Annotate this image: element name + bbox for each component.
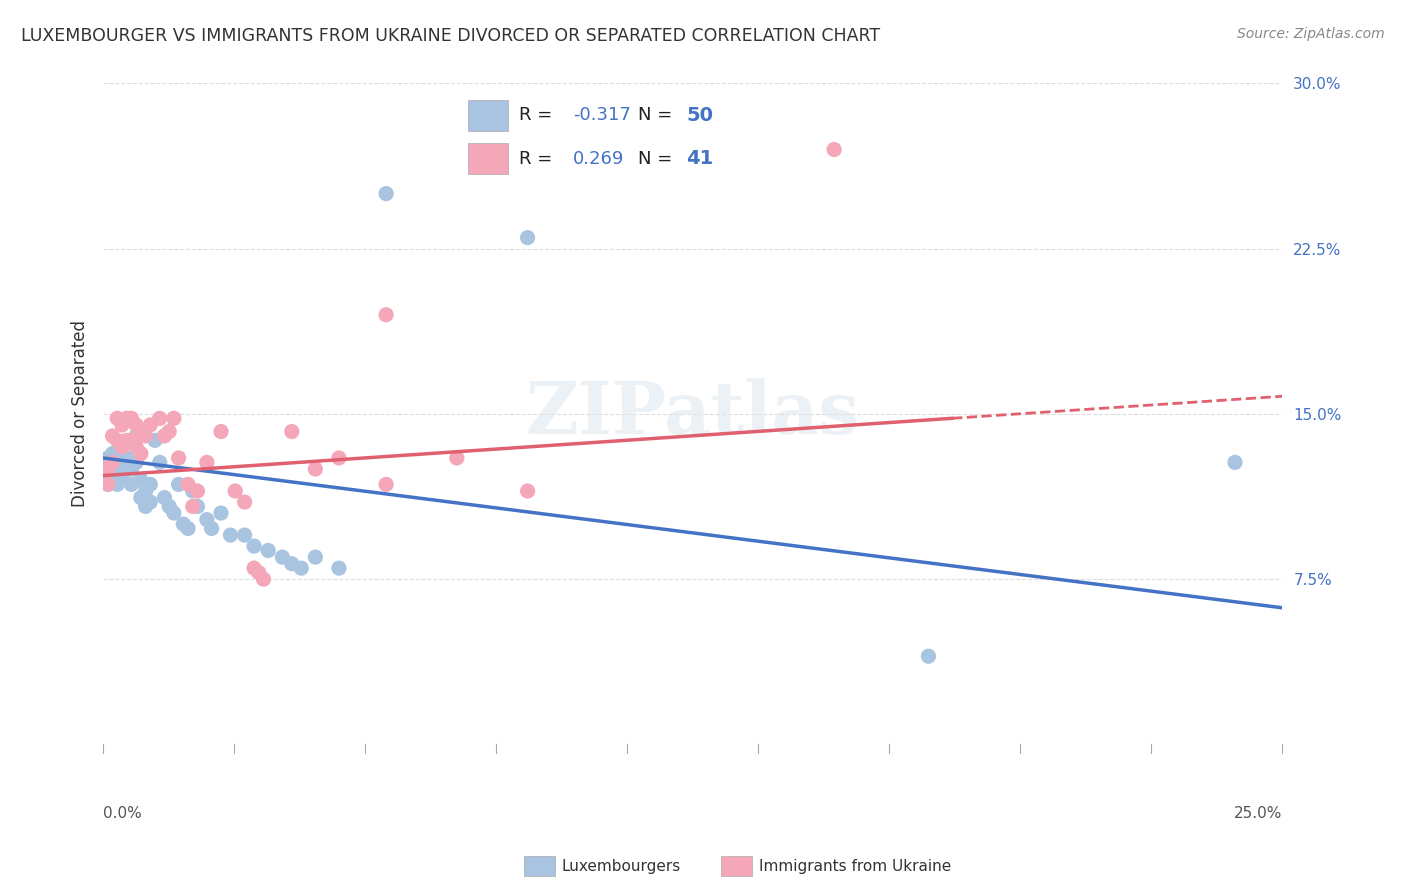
Point [111,417,134,432]
Point [328,561,350,575]
Point [101,429,124,443]
Point [101,455,124,469]
Text: ZIPatlas: ZIPatlas [526,378,859,450]
Point [200,521,222,535]
Point [157,425,180,439]
Point [181,500,204,514]
Point [125,440,148,454]
Point [157,500,180,514]
Point [243,561,266,575]
Point [105,434,128,448]
Point [224,483,246,498]
Point [101,455,124,469]
Point [209,506,232,520]
Point [167,450,190,465]
Point [129,491,152,505]
Point [101,468,124,483]
Point [139,417,162,432]
Point [120,462,142,476]
Point [177,477,200,491]
Point [149,411,172,425]
Point [120,411,142,425]
Text: 25.0%: 25.0% [1234,806,1282,821]
Point [97,462,120,476]
Point [115,434,138,448]
Point [97,477,120,491]
Point [115,462,138,476]
Point [111,468,134,483]
Point [125,429,148,443]
Point [186,500,208,514]
Point [516,230,538,244]
Point [135,500,157,514]
Point [97,468,120,483]
Point [153,429,176,443]
Point [375,477,398,491]
Point [105,477,128,491]
Point [97,477,120,491]
Point [247,566,270,580]
Point [105,462,128,476]
Point [1223,455,1246,469]
Point [195,455,218,469]
Text: 0.0%: 0.0% [103,806,142,821]
Point [375,186,398,201]
Point [186,483,208,498]
Text: Immigrants from Ukraine: Immigrants from Ukraine [759,859,950,873]
Point [446,450,468,465]
Point [120,434,142,448]
Point [209,425,232,439]
Point [219,528,242,542]
Point [143,434,166,448]
Point [111,455,134,469]
Point [97,450,120,465]
Text: Source: ZipAtlas.com: Source: ZipAtlas.com [1237,27,1385,41]
Point [290,561,312,575]
Point [281,425,304,439]
Point [304,550,326,565]
Point [139,477,162,491]
Point [195,513,218,527]
Point [115,411,138,425]
Point [115,450,138,465]
Point [823,143,845,157]
Point [917,649,939,664]
Point [271,550,294,565]
Text: LUXEMBOURGER VS IMMIGRANTS FROM UKRAINE DIVORCED OR SEPARATED CORRELATION CHART: LUXEMBOURGER VS IMMIGRANTS FROM UKRAINE … [21,27,880,45]
Point [129,425,152,439]
Point [105,450,128,465]
Point [111,440,134,454]
Point [125,417,148,432]
Point [163,411,186,425]
Point [177,521,200,535]
Point [233,495,256,509]
Point [328,450,350,465]
Point [101,446,124,460]
Point [120,477,142,491]
Point [105,411,128,425]
Point [181,483,204,498]
Point [163,506,186,520]
Point [125,455,148,469]
Point [375,308,398,322]
Y-axis label: Divorced or Separated: Divorced or Separated [72,320,89,508]
Point [243,539,266,553]
Point [153,491,176,505]
Point [149,455,172,469]
Point [139,495,162,509]
Point [97,462,120,476]
Point [304,462,326,476]
Point [129,473,152,487]
Point [233,528,256,542]
Point [172,517,194,532]
Text: Luxembourgers: Luxembourgers [562,859,681,873]
Point [516,483,538,498]
Point [167,477,190,491]
Point [135,429,157,443]
Point [281,557,304,571]
Point [129,446,152,460]
Point [252,572,274,586]
Point [257,543,280,558]
Point [135,483,157,498]
